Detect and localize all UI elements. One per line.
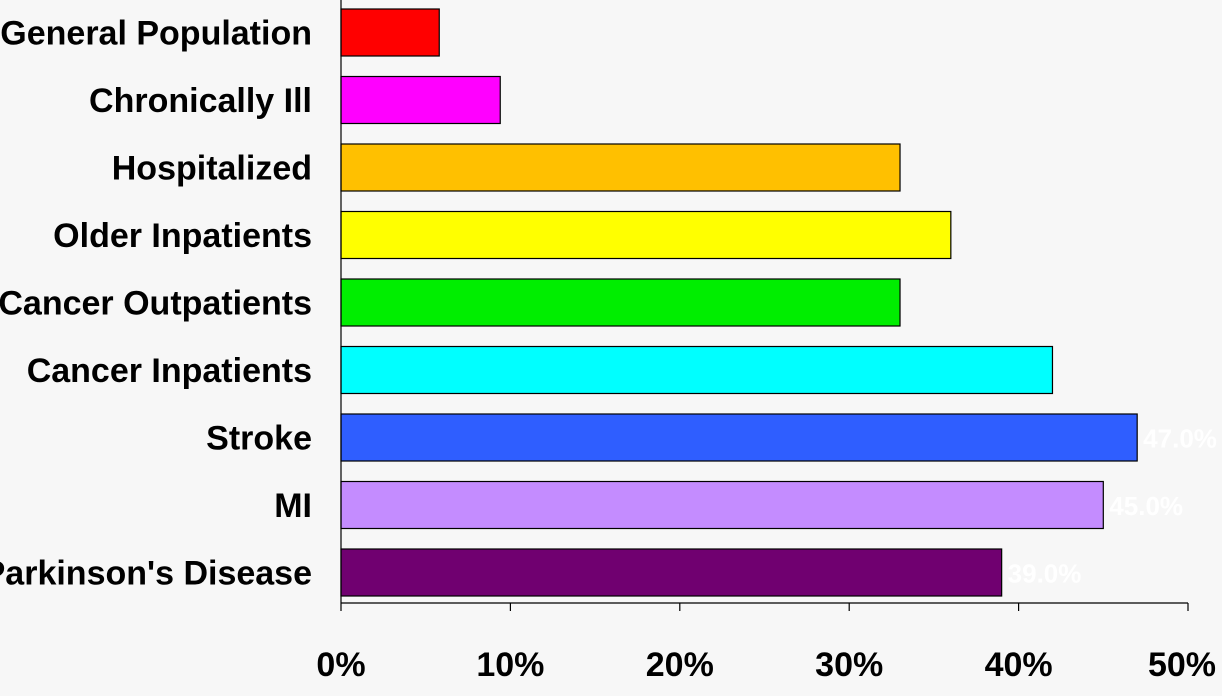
x-tick-label: 20%	[646, 646, 714, 684]
category-label: Stroke	[206, 420, 312, 458]
category-label: Hospitalized	[112, 150, 312, 188]
category-label: Cancer Outpatients	[0, 285, 312, 323]
bar	[340, 8, 440, 57]
bar	[340, 278, 901, 327]
bar	[340, 548, 1003, 597]
data-label: 39.0%	[1008, 559, 1082, 589]
data-label: 45.0%	[1109, 491, 1183, 521]
x-tick-label: 30%	[815, 646, 883, 684]
x-tick-label: 0%	[316, 646, 365, 684]
bar	[340, 143, 901, 192]
category-label: Chronically Ill	[89, 82, 312, 120]
category-labels-group: General Population Chronically Ill Hospita…	[0, 15, 1217, 593]
bar	[340, 413, 1138, 462]
bar	[340, 480, 1104, 530]
x-tick-label: 40%	[985, 646, 1053, 684]
category-label: Cancer Inpatients	[27, 352, 312, 390]
category-label: General Population	[0, 15, 312, 53]
bar	[340, 345, 1054, 395]
x-tick-label: 50%	[1148, 646, 1216, 684]
category-label: Older Inpatients	[53, 217, 312, 255]
axes-group: 0% 10% 20% 30% 40% 50%	[316, 0, 1216, 684]
x-tick-label: 10%	[476, 646, 544, 684]
bars-group	[340, 8, 1138, 597]
bar	[340, 75, 501, 125]
bar	[340, 210, 952, 260]
category-label: Parkinson's Disease	[0, 555, 312, 593]
data-label: 47.0%	[1143, 424, 1217, 454]
category-label: MI	[274, 487, 312, 525]
